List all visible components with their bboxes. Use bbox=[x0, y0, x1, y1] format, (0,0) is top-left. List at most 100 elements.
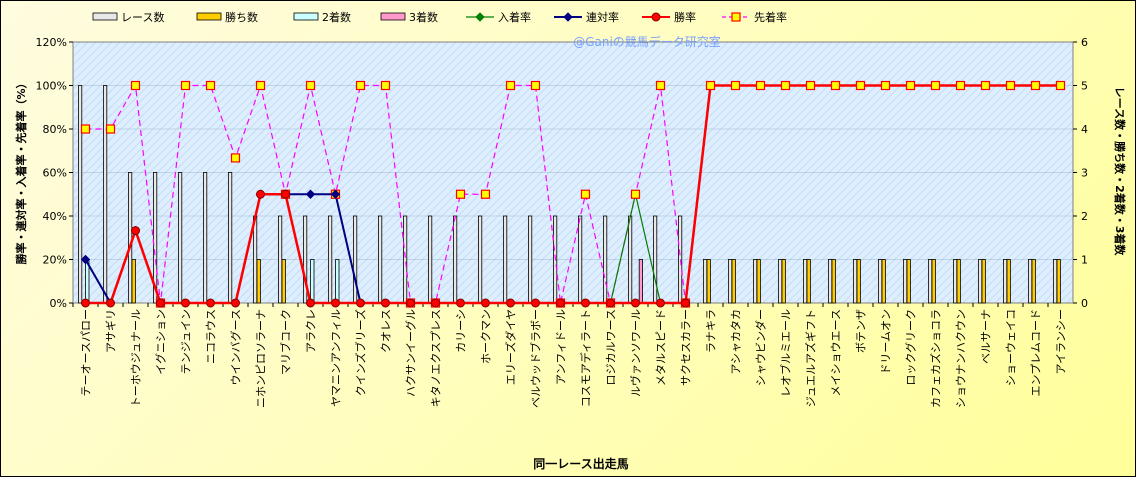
bar-races bbox=[803, 259, 808, 304]
bar-races bbox=[128, 172, 133, 304]
x-tick-label: ボテンザ bbox=[855, 309, 868, 353]
point-beat-rate bbox=[305, 80, 316, 91]
x-tick-label: ラナキラ bbox=[705, 309, 718, 353]
x-tick-label: カリーシ bbox=[455, 309, 468, 353]
bar-wins bbox=[706, 259, 711, 304]
point-top2-rate bbox=[330, 189, 341, 199]
point-beat-rate bbox=[755, 80, 766, 91]
bar-races bbox=[202, 172, 208, 304]
legend-label: レース数 bbox=[121, 11, 164, 24]
x-tick-label: ベルウッドブラボー bbox=[529, 309, 543, 408]
point-beat-rate bbox=[105, 124, 116, 134]
x-tick-label: ルヴァンソワール bbox=[629, 309, 643, 397]
point-beat-rate bbox=[955, 80, 966, 91]
bar-wins bbox=[931, 259, 936, 304]
legend-marker bbox=[731, 12, 741, 22]
point-beat-rate bbox=[530, 80, 541, 91]
x-tick-label: ロジカルワース bbox=[605, 309, 618, 385]
point-win-rate bbox=[606, 298, 615, 308]
bar-wins bbox=[756, 259, 761, 304]
x-tick-label: クオレス bbox=[380, 309, 393, 353]
legend-label: 3着数 bbox=[409, 10, 438, 24]
point-win-rate bbox=[456, 298, 465, 308]
bar-second bbox=[310, 259, 315, 304]
bar-wins bbox=[906, 259, 911, 304]
point-beat-rate bbox=[355, 80, 366, 91]
point-beat-rate bbox=[480, 189, 491, 199]
point-beat-rate bbox=[980, 80, 991, 91]
point-win-rate bbox=[581, 298, 590, 308]
y-tick-label-left: 20% bbox=[43, 254, 67, 267]
bar-wins bbox=[881, 259, 886, 304]
bar-wins bbox=[806, 259, 811, 304]
bar-races bbox=[177, 172, 183, 304]
x-tick-label: クインズブリーズ bbox=[354, 309, 368, 396]
x-tick-label: キタノエクスプレス bbox=[430, 309, 443, 407]
x-tick-label: ウインバグース bbox=[229, 309, 243, 385]
bar-races bbox=[1003, 259, 1008, 304]
legend-label: 連対率 bbox=[586, 10, 619, 24]
point-win-rate bbox=[656, 298, 665, 308]
point-win-rate bbox=[381, 298, 390, 308]
legend-label: 先着率 bbox=[754, 10, 787, 24]
point-win-rate bbox=[156, 298, 165, 308]
bar-races bbox=[953, 259, 958, 304]
point-beat-rate bbox=[580, 189, 591, 199]
bar-wins bbox=[781, 259, 786, 304]
point-win-rate bbox=[181, 298, 190, 308]
line-win-rate bbox=[85, 84, 1061, 305]
y-tick-label-right: 0 bbox=[1081, 297, 1088, 310]
bar-races bbox=[452, 215, 458, 304]
point-top2-rate bbox=[80, 254, 91, 265]
bar-races bbox=[1053, 259, 1058, 304]
x-tick-label: アイランシー bbox=[1055, 309, 1068, 374]
legend-swatch bbox=[293, 12, 319, 21]
x-tick-label: ニコラウス bbox=[205, 309, 218, 364]
bar-races bbox=[578, 215, 583, 304]
x-axis-title: 同一レース出走馬 bbox=[533, 456, 628, 471]
bar-wins bbox=[731, 259, 736, 304]
legend-label: 2着数 bbox=[322, 10, 351, 24]
bar-races bbox=[903, 259, 908, 304]
bar-wins bbox=[1006, 259, 1011, 304]
x-tick-label: ショーウェイコ bbox=[1005, 309, 1018, 386]
point-win-rate bbox=[631, 298, 640, 308]
bar-races bbox=[477, 215, 483, 304]
bar-races bbox=[728, 259, 733, 304]
x-tick-label: サクセスカラー bbox=[680, 309, 693, 386]
bar-races bbox=[928, 259, 933, 304]
bar-races bbox=[252, 215, 258, 304]
x-tick-label: アンフィドール bbox=[555, 309, 568, 385]
point-beat-rate bbox=[255, 80, 266, 91]
legend-label: 勝率 bbox=[674, 10, 696, 24]
legend-swatch bbox=[380, 12, 406, 21]
point-beat-rate bbox=[805, 80, 816, 91]
x-tick-label: メイショウエース bbox=[830, 309, 843, 396]
point-win-rate bbox=[331, 298, 340, 308]
bar-wins bbox=[1056, 259, 1061, 304]
point-beat-rate bbox=[1005, 80, 1016, 91]
bar-second bbox=[335, 259, 340, 304]
point-win-rate bbox=[231, 298, 240, 308]
x-tick-label: トーホウジュナール bbox=[130, 309, 143, 407]
bar-races bbox=[502, 215, 508, 304]
x-tick-label: テンジュイン bbox=[180, 309, 193, 374]
point-beat-rate bbox=[505, 80, 516, 91]
point-beat-rate bbox=[830, 80, 841, 91]
bar-races bbox=[103, 85, 108, 304]
bar-races bbox=[703, 259, 708, 304]
legend-marker bbox=[475, 12, 485, 22]
x-tick-label: ショウナンハクウン bbox=[955, 309, 968, 408]
point-beat-rate bbox=[205, 80, 216, 91]
y-tick-label-left: 0% bbox=[50, 297, 67, 310]
x-tick-label: アシャカタカ bbox=[730, 309, 743, 375]
point-win-rate bbox=[406, 298, 415, 308]
x-tick-label: ニホンピロソラーナ bbox=[255, 309, 268, 408]
watermark: @Ganiの競馬データ研究室 bbox=[573, 34, 721, 49]
point-beat-rate bbox=[880, 80, 891, 91]
y-axis-title-right: レース数・勝ち数・2着数・3着数 bbox=[1113, 87, 1127, 257]
point-win-rate bbox=[306, 298, 315, 308]
point-win-rate bbox=[531, 298, 540, 308]
point-win-rate bbox=[81, 298, 90, 308]
